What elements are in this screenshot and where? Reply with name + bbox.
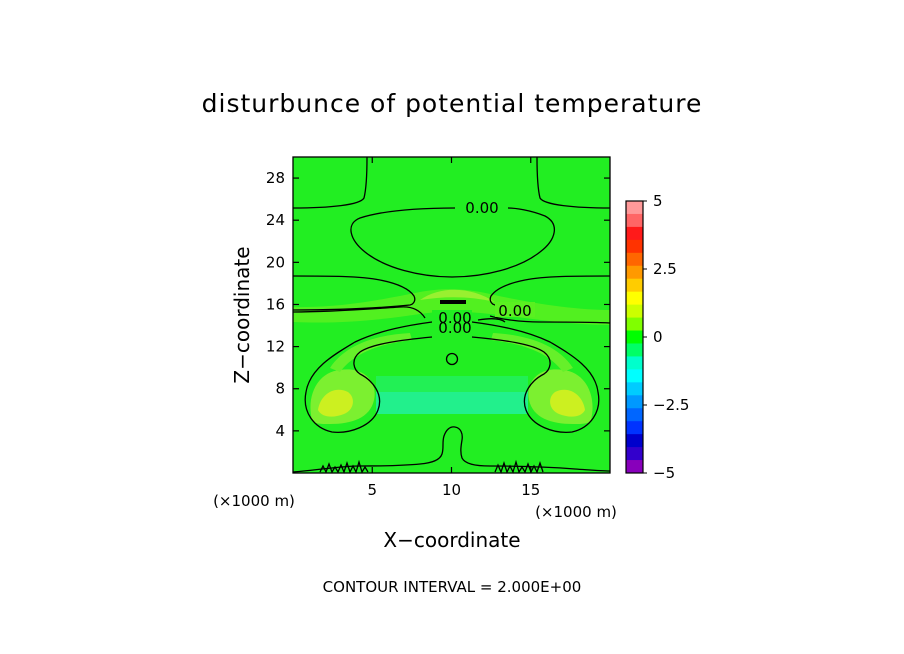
colorbar-swatch <box>626 252 643 267</box>
colorbar-swatch <box>626 460 643 474</box>
colorbar-swatch <box>626 317 643 332</box>
y-axis-ticks: 4 8 12 16 20 24 28 <box>266 169 610 440</box>
colorbar-swatch <box>626 304 643 319</box>
mid-level-cool-band <box>376 392 528 414</box>
contour-upper-cell <box>350 207 555 278</box>
contour-tropo-left <box>292 306 426 319</box>
contour-labels: 0.00 0.00 0.00 0.00 <box>432 199 535 337</box>
x-axis-unit: (×1000 m) <box>535 503 617 521</box>
y-tick-label: 4 <box>275 422 285 440</box>
y-tick-label: 24 <box>266 211 285 229</box>
y-axis-unit: (×1000 m) <box>213 492 295 510</box>
contour-top-right-column <box>536 156 611 209</box>
colorbar-swatch <box>626 447 643 461</box>
contour-top-left-column <box>292 156 368 209</box>
colorbar-swatch <box>626 226 643 241</box>
y-tick-label: 16 <box>266 295 285 313</box>
contour-left-arm <box>304 321 433 433</box>
left-plume-core <box>318 389 353 417</box>
colorbar-swatch <box>626 201 643 215</box>
y-tick-label: 20 <box>266 253 285 271</box>
colorbar-swatch <box>626 382 643 396</box>
y-tick-label: 8 <box>275 380 285 398</box>
colorbar-swatch <box>626 291 643 306</box>
x-tick-label: 10 <box>442 481 461 499</box>
contour-lines <box>292 156 611 474</box>
colorbar-swatch <box>626 369 643 383</box>
contour-right-arm <box>471 321 600 433</box>
contour-small-circle <box>445 352 459 366</box>
colorbar-swatch <box>626 213 643 228</box>
colorbar-swatch <box>626 278 643 293</box>
colorbar-tick-label: 5 <box>653 192 663 210</box>
colorbar-swatch <box>626 356 643 370</box>
contour-surface-plume <box>292 426 611 473</box>
upper-warm-arc <box>420 289 495 302</box>
y-tick-label: 12 <box>266 338 285 356</box>
colorbar-swatch <box>626 239 643 254</box>
contour-label: 0.00 <box>465 199 498 217</box>
colorbar-tick-label: −5 <box>653 464 675 482</box>
colorbar-tick-label: −2.5 <box>653 396 689 414</box>
colorbar-swatch <box>626 343 643 357</box>
contour-label: 0.00 <box>498 302 531 320</box>
contour-tropo-right-lower <box>477 318 506 323</box>
right-plume-core <box>550 389 585 417</box>
colorbar-swatch <box>626 265 643 280</box>
colorbar-swatch <box>626 421 643 435</box>
contour-tropo-right <box>489 315 611 324</box>
colorbar-swatch <box>626 408 643 422</box>
right-arm-warm <box>491 333 573 372</box>
colorbar: 5 2.5 0 −2.5 −5 <box>625 192 689 482</box>
colorbar-swatch <box>626 395 643 409</box>
x-axis-label: X−coordinate <box>383 528 520 552</box>
x-tick-label: 5 <box>367 481 377 499</box>
contour-interval-footer: CONTOUR INTERVAL = 2.000E+00 <box>323 578 582 596</box>
colorbar-swatch <box>626 434 643 448</box>
contour-upper-band <box>292 275 416 311</box>
colorbar-swatch <box>626 330 643 344</box>
contour-label: 0.00 <box>438 309 471 327</box>
chart-title: disturbunce of potential temperature <box>202 89 703 118</box>
plot-area: 0.00 0.00 0.00 0.00 5 10 15 4 8 12 16 20 24 28 <box>266 156 611 499</box>
x-axis-ticks: 5 10 15 <box>367 157 540 499</box>
colorbar-tick-label: 2.5 <box>653 260 677 278</box>
colorbar-tick-label: 0 <box>653 328 663 346</box>
x-tick-label: 15 <box>521 481 540 499</box>
contour-surface-ripples <box>319 459 544 474</box>
contour-label: 0.00 <box>438 319 471 337</box>
y-tick-label: 28 <box>266 169 285 187</box>
mid-level-cool-band-upper <box>376 376 528 392</box>
y-axis-label: Z−coordinate <box>230 246 254 383</box>
